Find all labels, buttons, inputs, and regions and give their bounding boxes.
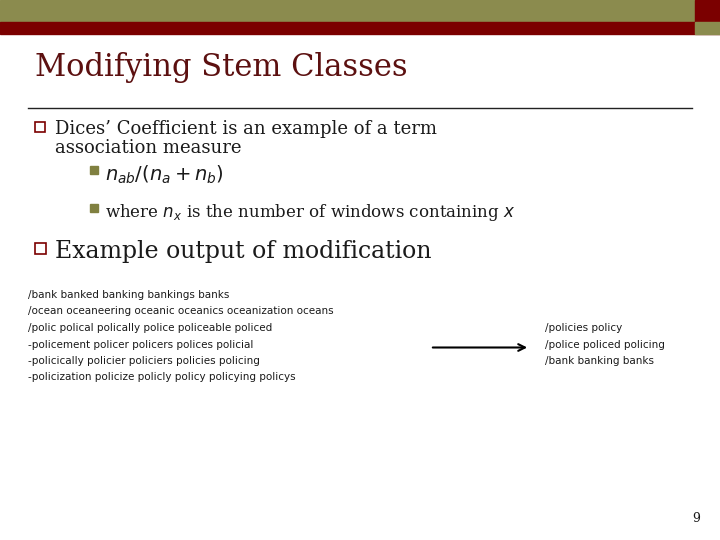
Text: Dices’ Coefficient is an example of a term: Dices’ Coefficient is an example of a te… — [55, 120, 437, 138]
Text: $n_{ab}/(n_a + n_b)$: $n_{ab}/(n_a + n_b)$ — [105, 164, 224, 186]
Text: 9: 9 — [692, 512, 700, 525]
Text: /ocean oceaneering oceanic oceanics oceanization oceans: /ocean oceaneering oceanic oceanics ocea… — [28, 307, 333, 316]
Text: /police policed policing: /police policed policing — [545, 340, 665, 349]
Bar — [0, 22, 720, 34]
Text: -policement policer policers polices policial: -policement policer policers polices pol… — [28, 340, 253, 349]
Bar — [0, 0, 720, 22]
Text: where $n_x$ is the number of windows containing $x$: where $n_x$ is the number of windows con… — [105, 202, 516, 223]
Text: -policization policize policly policy policying policys: -policization policize policly policy po… — [28, 373, 296, 382]
Bar — [90, 204, 98, 212]
Text: /polic polical polically police policeable policed: /polic polical polically police policeab… — [28, 323, 272, 333]
Text: Example output of modification: Example output of modification — [55, 240, 431, 263]
Bar — [695, 22, 720, 34]
Text: association measure: association measure — [55, 139, 241, 157]
Text: Modifying Stem Classes: Modifying Stem Classes — [35, 52, 408, 83]
Bar — [695, 0, 720, 22]
Text: /bank banking banks: /bank banking banks — [545, 356, 654, 366]
Text: -policically policier policiers policies policing: -policically policier policiers policies… — [28, 356, 260, 366]
Text: /policies policy: /policies policy — [545, 323, 622, 333]
Text: /bank banked banking bankings banks: /bank banked banking bankings banks — [28, 290, 230, 300]
Bar — [90, 166, 98, 174]
